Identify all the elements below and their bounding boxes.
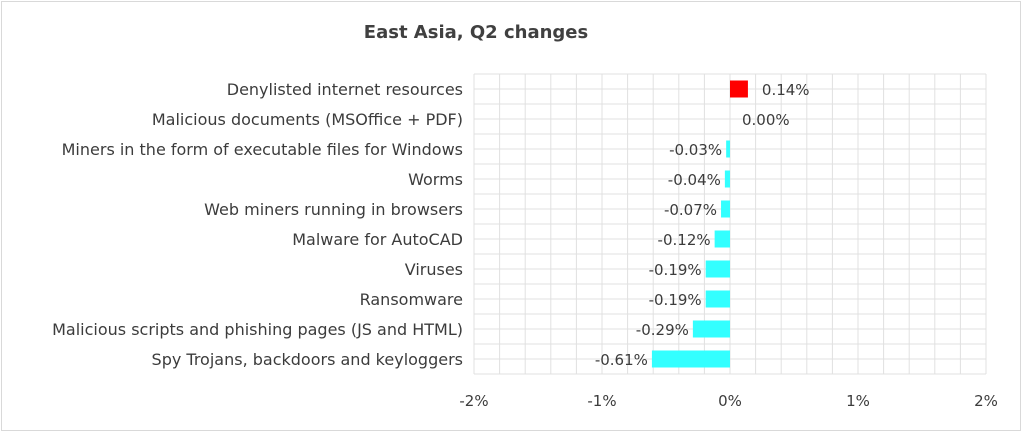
category-label: Web miners running in browsers: [204, 200, 463, 219]
data-label: -0.19%: [649, 291, 702, 309]
data-labels: 0.14% 0.00% -0.03% -0.04% -0.07% -0.12% -0.19%…: [595, 81, 810, 369]
x-tick-label: 2%: [974, 392, 998, 410]
data-label: -0.12%: [658, 231, 711, 249]
data-label: -0.07%: [664, 201, 717, 219]
bar: [705, 260, 730, 278]
chart-title: East Asia, Q2 changes: [364, 22, 588, 43]
data-label: -0.03%: [669, 141, 722, 159]
category-label: Malicious documents (MSOffice + PDF): [152, 110, 463, 129]
bar: [714, 230, 730, 248]
bar: [721, 200, 730, 218]
category-label: Viruses: [405, 260, 463, 279]
x-axis-ticks: -2% -1% 0% 1% 2%: [459, 392, 998, 410]
bar: [651, 350, 730, 368]
bars: [651, 80, 748, 368]
category-label: Spy Trojans, backdoors and keyloggers: [152, 350, 463, 369]
x-tick-label: -2%: [459, 392, 488, 410]
data-label: -0.29%: [636, 321, 689, 339]
data-label: -0.19%: [649, 261, 702, 279]
x-tick-label: 1%: [846, 392, 870, 410]
category-label: Malicious scripts and phishing pages (JS…: [52, 320, 463, 339]
x-tick-label: -1%: [587, 392, 616, 410]
bar: [692, 320, 730, 338]
category-labels: Denylisted internet resources Malicious d…: [52, 80, 463, 369]
x-tick-label: 0%: [718, 392, 742, 410]
category-label: Malware for AutoCAD: [292, 230, 463, 249]
data-label: -0.04%: [668, 171, 721, 189]
data-label: 0.14%: [762, 81, 810, 99]
bar: [726, 140, 730, 158]
category-label: Denylisted internet resources: [227, 80, 463, 99]
bar: [730, 80, 748, 98]
category-label: Miners in the form of executable files f…: [62, 140, 463, 159]
category-label: Worms: [408, 170, 463, 189]
data-label: -0.61%: [595, 351, 648, 369]
bar: [705, 290, 730, 308]
data-label: 0.00%: [742, 111, 790, 129]
category-label: Ransomware: [360, 290, 463, 309]
bar: [724, 170, 730, 188]
